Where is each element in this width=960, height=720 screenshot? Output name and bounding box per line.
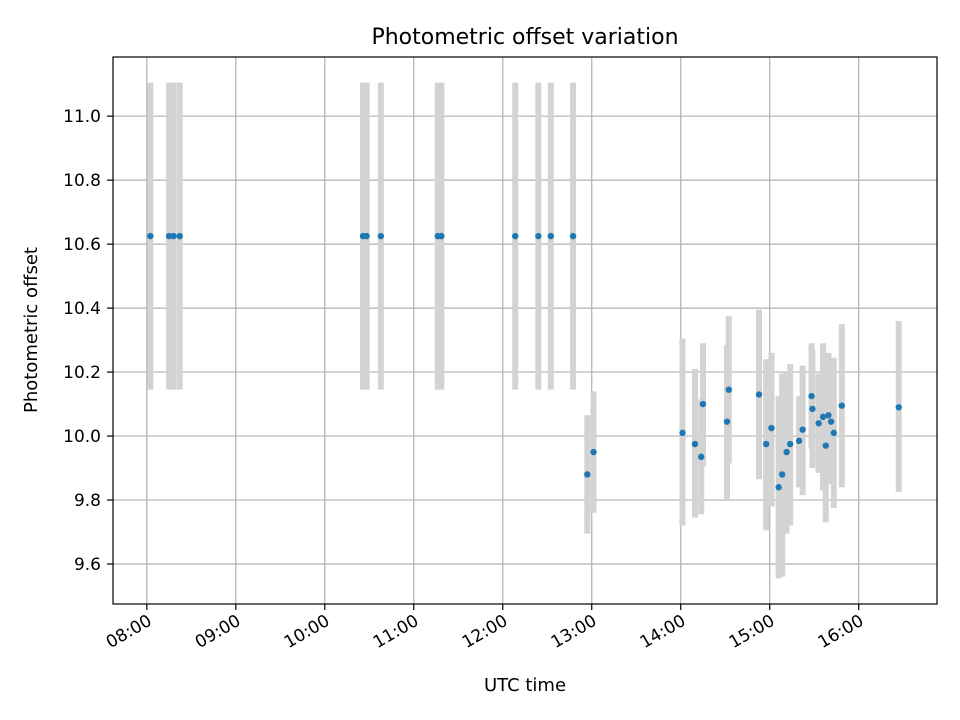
data-point xyxy=(699,400,707,408)
y-tick-label: 10.4 xyxy=(63,299,101,319)
data-point xyxy=(809,405,816,413)
plot-frame xyxy=(112,56,938,605)
data-point xyxy=(725,386,732,393)
data-point xyxy=(512,232,519,240)
data-point xyxy=(438,232,445,240)
grid xyxy=(113,57,937,604)
data-point xyxy=(825,412,832,419)
data-point xyxy=(838,402,845,409)
data-point xyxy=(795,437,803,445)
y-tick-label: 9.6 xyxy=(74,555,101,575)
data-point xyxy=(170,232,177,240)
data-point xyxy=(590,448,597,456)
data-point xyxy=(808,392,815,400)
y-axis-ticks: 9.6 9.8 10.0 10.2 10.4 10.6 10.8 11.0 xyxy=(63,107,113,575)
data-point xyxy=(569,232,577,240)
data-point xyxy=(697,453,705,461)
data-point xyxy=(822,442,829,449)
data-point xyxy=(147,232,154,240)
y-tick-label: 10.0 xyxy=(63,427,101,447)
data-point xyxy=(819,413,827,421)
data-point xyxy=(363,232,370,240)
y-tick-label: 9.8 xyxy=(74,491,101,511)
y-axis-label: Photometric offset xyxy=(21,247,42,413)
data-point xyxy=(755,391,763,398)
y-tick-label: 11.0 xyxy=(63,107,101,127)
y-tick-label: 10.2 xyxy=(63,363,101,383)
y-tick-label: 10.8 xyxy=(63,171,101,191)
data-point xyxy=(377,232,385,240)
data-points xyxy=(147,232,902,491)
data-point xyxy=(775,484,782,491)
data-point xyxy=(165,232,173,240)
x-axis-label: UTC time xyxy=(484,675,566,696)
data-point xyxy=(547,232,555,240)
data-point xyxy=(584,471,591,478)
data-point xyxy=(827,418,835,425)
chart-title: Photometric offset variation xyxy=(371,25,678,50)
data-point xyxy=(778,471,786,478)
data-point xyxy=(723,418,731,425)
y-tick-label: 10.6 xyxy=(63,235,101,255)
data-point xyxy=(762,440,770,448)
data-point xyxy=(679,429,686,437)
data-point xyxy=(895,404,902,411)
data-point xyxy=(786,440,794,448)
data-point xyxy=(799,426,806,433)
data-point xyxy=(815,420,822,427)
data-point xyxy=(783,448,790,456)
data-point xyxy=(691,440,699,448)
data-point xyxy=(535,232,542,240)
data-point xyxy=(176,232,183,240)
data-point xyxy=(830,429,837,437)
data-point xyxy=(768,424,775,432)
